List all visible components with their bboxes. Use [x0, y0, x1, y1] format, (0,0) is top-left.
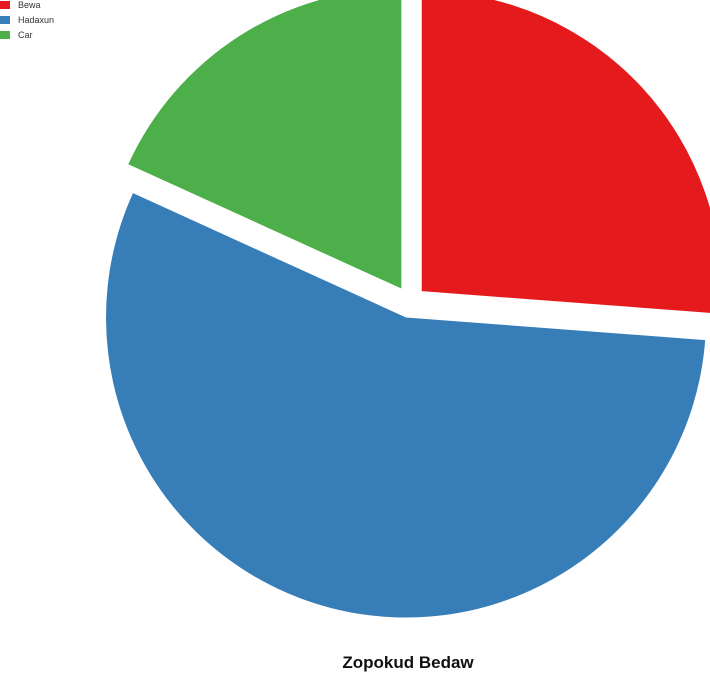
- chart-title: Zopokud Bedaw: [342, 653, 474, 672]
- pie-slice-bewa: [421, 0, 710, 313]
- legend-label-car: Car: [18, 30, 33, 40]
- legend-swatch-car: [0, 31, 10, 39]
- pie-slice-car: [128, 0, 402, 289]
- pie-slices: [106, 0, 710, 618]
- legend-label-bewa: Bewa: [18, 0, 41, 10]
- legend-label-hadaxun: Hadaxun: [18, 15, 54, 25]
- legend: Bewa Hadaxun Car: [0, 0, 54, 40]
- pie-slice-hadaxun: [106, 193, 706, 618]
- legend-swatch-bewa: [0, 1, 10, 9]
- legend-swatch-hadaxun: [0, 16, 10, 24]
